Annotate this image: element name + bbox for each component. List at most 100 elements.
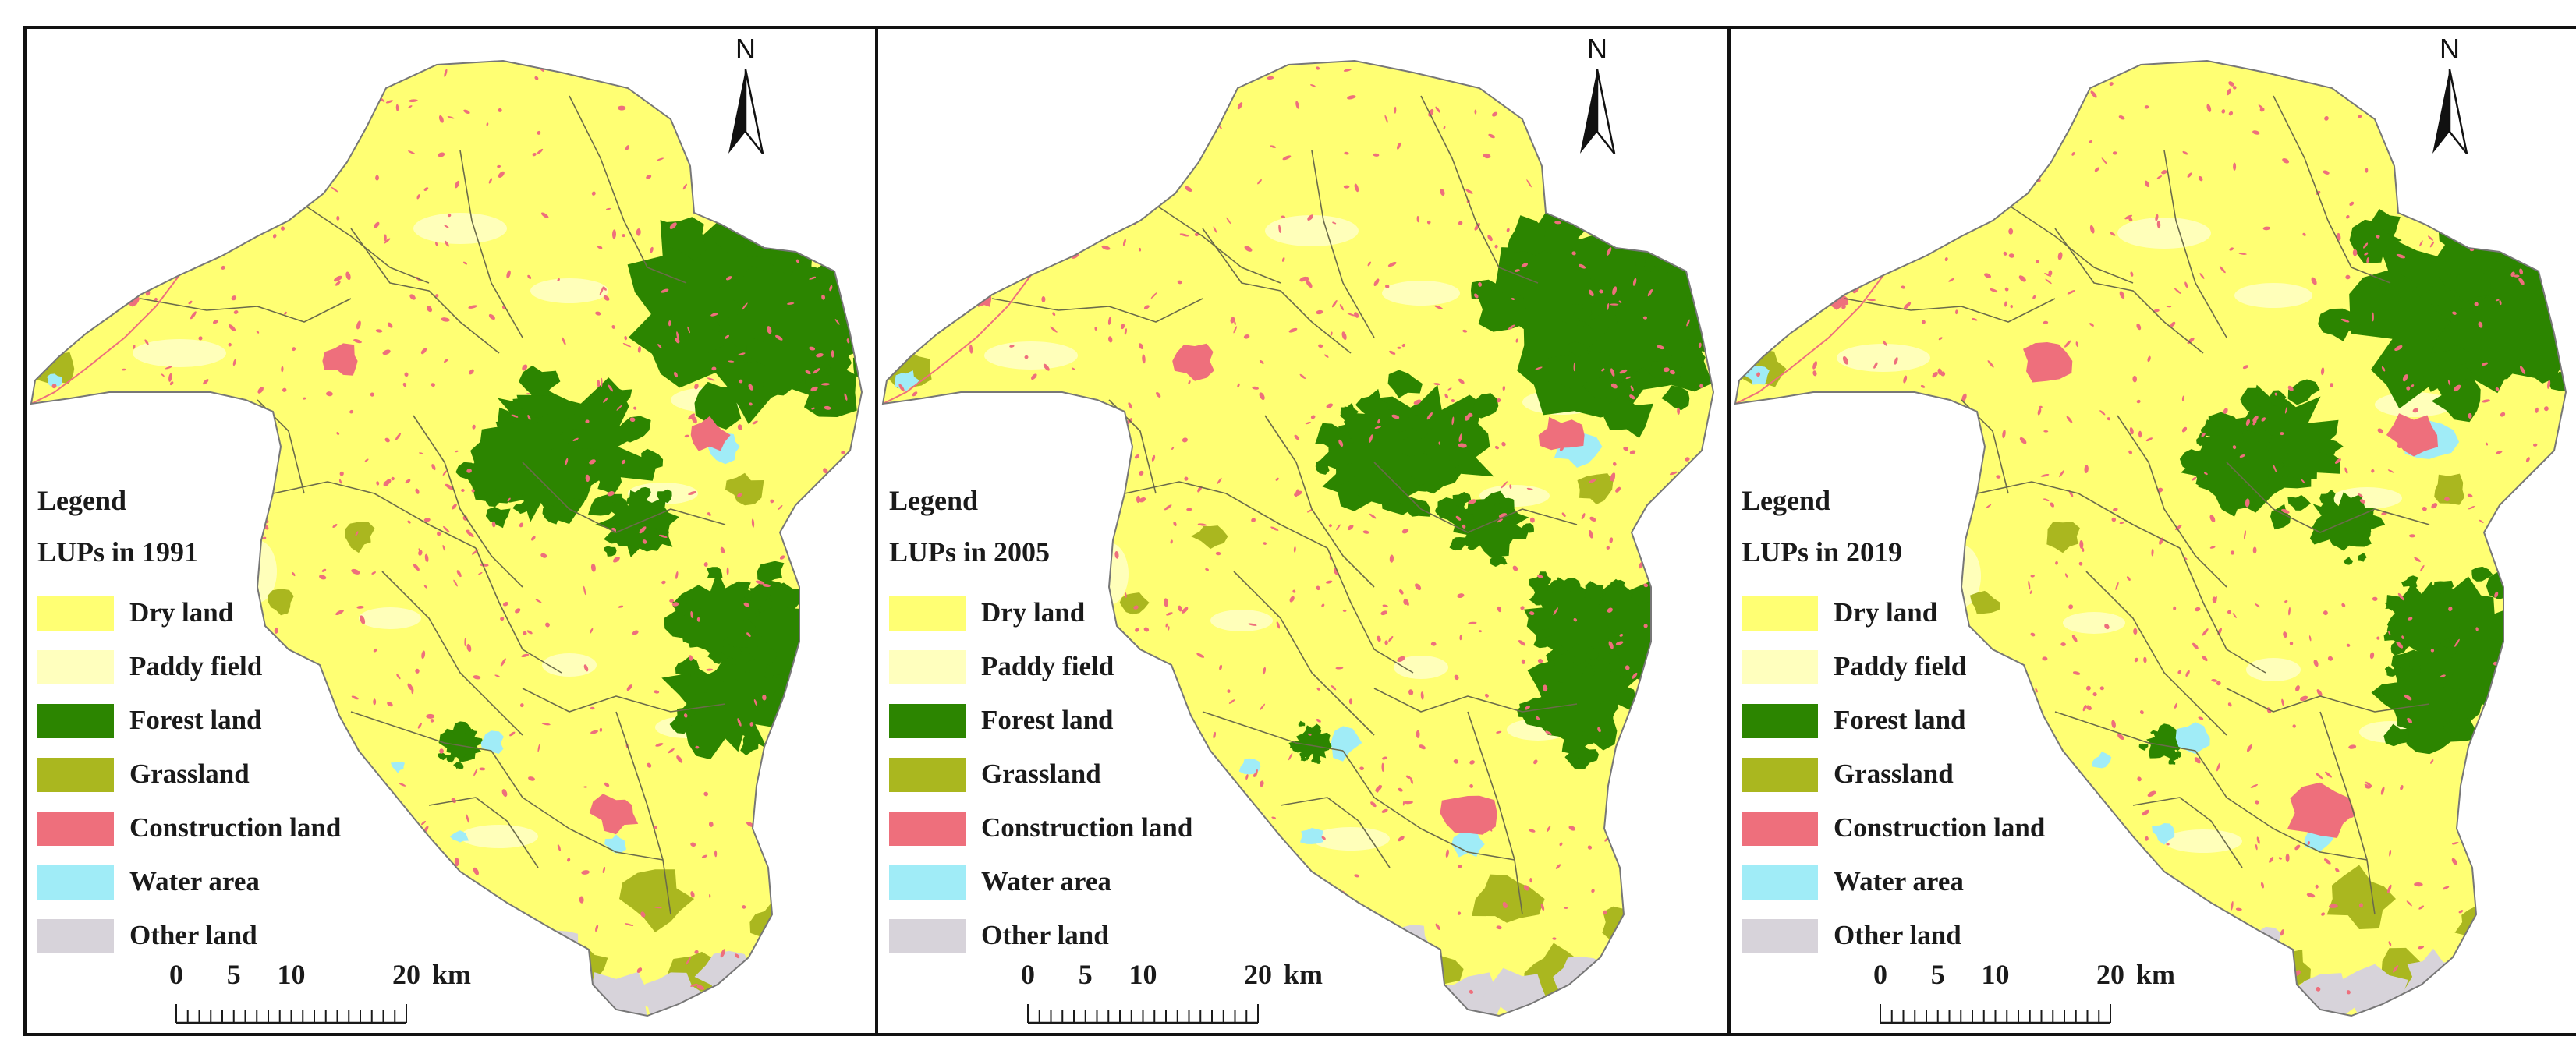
construction-dot [1921,320,1926,324]
construction-dot [2400,785,2404,790]
paddy-field-area [2063,612,2125,634]
forest-land-patch [2548,371,2566,391]
construction-dot [1316,687,1320,691]
construction-dot [737,718,742,727]
legend-label: Grassland [981,759,1101,789]
construction-dot [1139,247,1142,252]
construction-dot [466,469,472,473]
construction-dot [604,782,610,787]
forest-land-patch [2422,584,2443,602]
forest-land-patch [654,529,664,536]
construction-dot [751,518,755,528]
construction-dot [2334,458,2341,464]
construction-dot [2068,604,2074,610]
construction-dot [2372,596,2378,601]
construction-dot [488,313,495,320]
forest-land-patch [465,407,597,522]
construction-dot [1403,599,1408,605]
construction-dot [728,360,735,363]
construction-dot [2321,912,2326,916]
construction-dot [1416,730,1420,738]
scale-unit: km [432,959,471,990]
construction-dot [2294,844,2301,851]
admin-boundary [1124,481,1328,549]
construction-dot [1623,446,1628,451]
construction-dot [2228,111,2234,116]
construction-dot [1307,214,1313,221]
construction-dot [823,468,828,474]
construction-dot [2082,705,2087,712]
forest-land-patch [2385,602,2395,611]
construction-dot [2408,617,2413,621]
construction-dot [1937,368,1943,376]
construction-land-town [589,794,639,835]
map-panel-1991: Legend LUPs in 1991 Dry land Paddy field F… [23,26,886,1036]
construction-dot [2111,720,2116,729]
construction-dot [1589,479,1596,483]
construction-land-town [2023,342,2073,383]
construction-dot [453,579,458,587]
construction-dot [1354,183,1359,193]
water-area-patch [2175,722,2210,755]
paddy-field-area [359,607,421,629]
construction-dot [2045,278,2052,285]
construction-dot [2145,836,2149,841]
construction-dot [1478,282,1483,287]
forest-land-patch [438,752,448,761]
construction-dot [1138,343,1144,349]
construction-dot [1182,437,1188,443]
construction-dot [2412,408,2418,413]
construction-dot [1523,885,1529,891]
forest-land-patch [1408,412,1431,432]
construction-land-town [1538,416,1585,451]
north-arrow-left [1580,69,1597,154]
construction-dot [387,702,393,707]
construction-dot [1568,826,1576,831]
forest-land-patch [1313,751,1320,761]
construction-dot [811,407,815,410]
construction-dot [233,310,239,314]
construction-dot [657,157,664,161]
legend-item: Construction land [37,809,443,848]
construction-dot [228,342,232,347]
construction-dot [1182,607,1189,614]
construction-dot [479,563,489,567]
construction-dot [2198,716,2204,720]
construction-dot [1462,524,1466,529]
construction-dot [2147,790,2156,798]
construction-dot [2099,410,2106,416]
construction-dot [1487,235,1493,242]
construction-dot [1219,664,1223,670]
construction-dot [364,458,369,462]
construction-dot [2547,380,2551,389]
construction-dot [809,276,817,280]
construction-dot [2329,904,2338,908]
construction-dot [824,405,831,410]
forest-land-patch [2409,656,2423,670]
construction-dot [2494,591,2499,598]
map-canvas [875,26,1738,1036]
construction-dot [2518,278,2525,285]
construction-dot [1267,76,1274,80]
forest-land-patch [2438,649,2454,662]
construction-dot [1553,607,1558,616]
construction-dot [1228,699,1235,704]
construction-dot [1377,784,1380,794]
forest-land-patch [1506,215,1547,256]
construction-dot [1213,226,1217,233]
construction-dot [1756,372,1761,377]
construction-dot [1416,215,1419,223]
construction-dot [1501,441,1506,447]
construction-dot [399,783,406,787]
construction-dot [1451,398,1455,403]
admin-boundary [1373,688,1578,713]
construction-dot [478,572,483,575]
construction-dot [1197,523,1207,526]
construction-dot [1599,289,1603,294]
forest-land-patch [828,356,852,373]
north-label: N [735,33,756,65]
construction-dot [2363,242,2369,249]
construction-dot [374,221,380,228]
construction-dot [1281,215,1286,218]
construction-dot [527,415,531,420]
